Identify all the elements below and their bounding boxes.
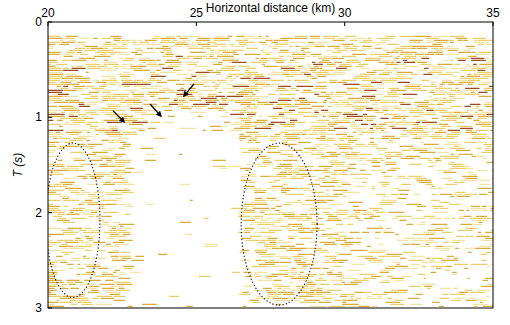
x-tick xyxy=(344,22,345,26)
ellipse-marker xyxy=(48,143,100,297)
x-tick-label: 25 xyxy=(190,6,204,20)
y-tick xyxy=(48,212,52,213)
arrow-shaft xyxy=(113,111,121,119)
x-axis-label: Horizontal distance (km) xyxy=(206,1,335,15)
y-axis-label: T (s) xyxy=(11,153,25,178)
y-tick-label: 2 xyxy=(35,206,42,220)
x-tick xyxy=(48,22,49,26)
arrow xyxy=(183,84,194,97)
plot-frame xyxy=(48,22,493,308)
chart-root: 20 25 30 35 0 1 2 3 Horizontal distance (km) T (s… xyxy=(0,0,510,325)
ellipse-marker xyxy=(241,143,317,305)
chart: 20 25 30 35 0 1 2 3 Horizontal distance (km) T (s… xyxy=(0,0,510,325)
arrow-head xyxy=(119,117,125,123)
seismic-texture xyxy=(48,36,493,306)
y-tick-label: 1 xyxy=(35,110,42,124)
seismic-texture xyxy=(48,56,493,130)
x-tick-label: 30 xyxy=(338,6,352,20)
arrow xyxy=(113,111,125,123)
arrow-head xyxy=(156,111,162,117)
arrow-shaft xyxy=(150,104,158,113)
y-tick-label: 3 xyxy=(35,301,42,315)
arrow-shaft xyxy=(187,84,194,93)
x-tick xyxy=(493,22,494,26)
seismic-texture xyxy=(48,36,493,306)
seismic-texture xyxy=(48,36,493,306)
arrow-head xyxy=(183,91,189,98)
x-tick-label: 35 xyxy=(486,6,500,20)
y-tick xyxy=(48,117,52,118)
x-tick-label: 20 xyxy=(41,6,55,20)
x-tick xyxy=(196,22,197,26)
y-tick xyxy=(48,22,52,23)
y-tick xyxy=(48,308,52,309)
y-tick-label: 0 xyxy=(35,15,42,29)
arrow xyxy=(150,104,162,117)
seismic-texture-group xyxy=(48,36,493,306)
annotations xyxy=(48,84,317,305)
